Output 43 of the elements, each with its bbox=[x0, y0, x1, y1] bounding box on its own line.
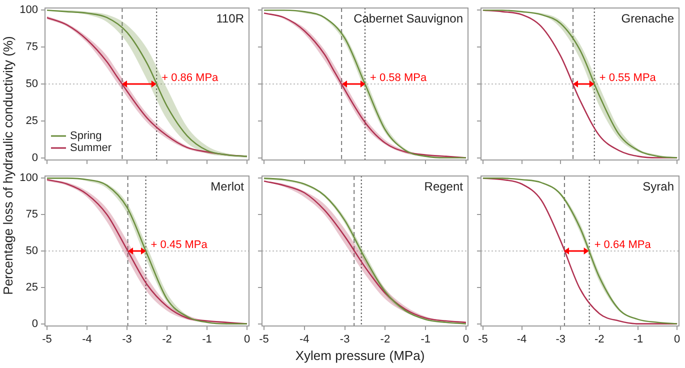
legend-label: Spring bbox=[70, 130, 102, 142]
y-tick-label: 100 bbox=[20, 172, 38, 184]
chart-title: Syrah bbox=[642, 179, 674, 194]
chart-title: 110R bbox=[216, 11, 244, 26]
x-tick-label: -3 bbox=[122, 334, 132, 346]
annotation: + 0.45 MPa bbox=[150, 239, 208, 252]
x-tick-label: -2 bbox=[594, 334, 604, 346]
x-tick-label: -2 bbox=[162, 334, 172, 346]
x-tick-label: -1 bbox=[202, 334, 212, 346]
x-tick-label: -1 bbox=[420, 334, 430, 346]
y-tick-label: 75 bbox=[26, 208, 38, 221]
y-tick-label: 75 bbox=[26, 41, 38, 54]
annotation: + 0.86 MPa bbox=[162, 72, 220, 84]
y-tick-label: 50 bbox=[26, 78, 38, 90]
annotation: + 0.58 MPa bbox=[370, 72, 428, 84]
chart-title: Regent bbox=[424, 179, 464, 194]
x-tick-label: -4 bbox=[82, 334, 92, 346]
y-tick-label: 0 bbox=[32, 152, 38, 164]
x-tick-label: 0 bbox=[462, 334, 470, 346]
y-tick-label: 0 bbox=[32, 318, 38, 330]
x-tick-label: -5 bbox=[42, 334, 52, 346]
chart-title: Merlot bbox=[210, 179, 245, 194]
x-tick-label: -3 bbox=[340, 334, 350, 346]
annotation: + 0.55 MPa bbox=[599, 72, 657, 84]
y-tick-label: 25 bbox=[26, 281, 38, 294]
x-tick-label: -1 bbox=[633, 334, 644, 346]
x-tick-label: -3 bbox=[556, 334, 566, 346]
y-tick-label: 25 bbox=[26, 114, 38, 127]
x-tick-label: -5 bbox=[478, 334, 488, 346]
chart-title: Cabernet Sauvignon bbox=[354, 11, 463, 26]
x-tick-label: -4 bbox=[300, 334, 310, 346]
legend-label: Summer bbox=[70, 142, 112, 154]
chart-title: Grenache bbox=[621, 11, 674, 26]
x-axis-title: Xylem pressure (MPa) bbox=[294, 348, 426, 363]
annotation: + 0.64 MPa bbox=[594, 239, 652, 252]
x-tick-label: 0 bbox=[244, 334, 250, 346]
x-tick-label: -2 bbox=[380, 334, 390, 346]
x-tick-label: 0 bbox=[674, 334, 680, 346]
y-tick-label: 50 bbox=[26, 245, 38, 258]
x-tick-label: -5 bbox=[259, 334, 269, 346]
y-tick-label: 100 bbox=[20, 4, 38, 16]
y-axis-title: Percentage loss of hydraulic conductivity (%) bbox=[0, 35, 16, 297]
x-tick-label: -4 bbox=[516, 334, 527, 346]
